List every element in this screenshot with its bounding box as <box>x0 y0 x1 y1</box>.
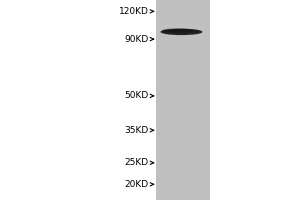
Ellipse shape <box>161 29 199 33</box>
Text: 25KD: 25KD <box>124 158 148 167</box>
Bar <box>156 0 210 200</box>
Ellipse shape <box>162 29 195 33</box>
Ellipse shape <box>162 28 192 32</box>
Text: 35KD: 35KD <box>124 126 148 135</box>
Text: 120KD: 120KD <box>118 7 148 16</box>
Text: 20KD: 20KD <box>124 180 148 189</box>
Text: 90KD: 90KD <box>124 35 148 44</box>
Ellipse shape <box>160 29 202 35</box>
Text: 50KD: 50KD <box>124 91 148 100</box>
